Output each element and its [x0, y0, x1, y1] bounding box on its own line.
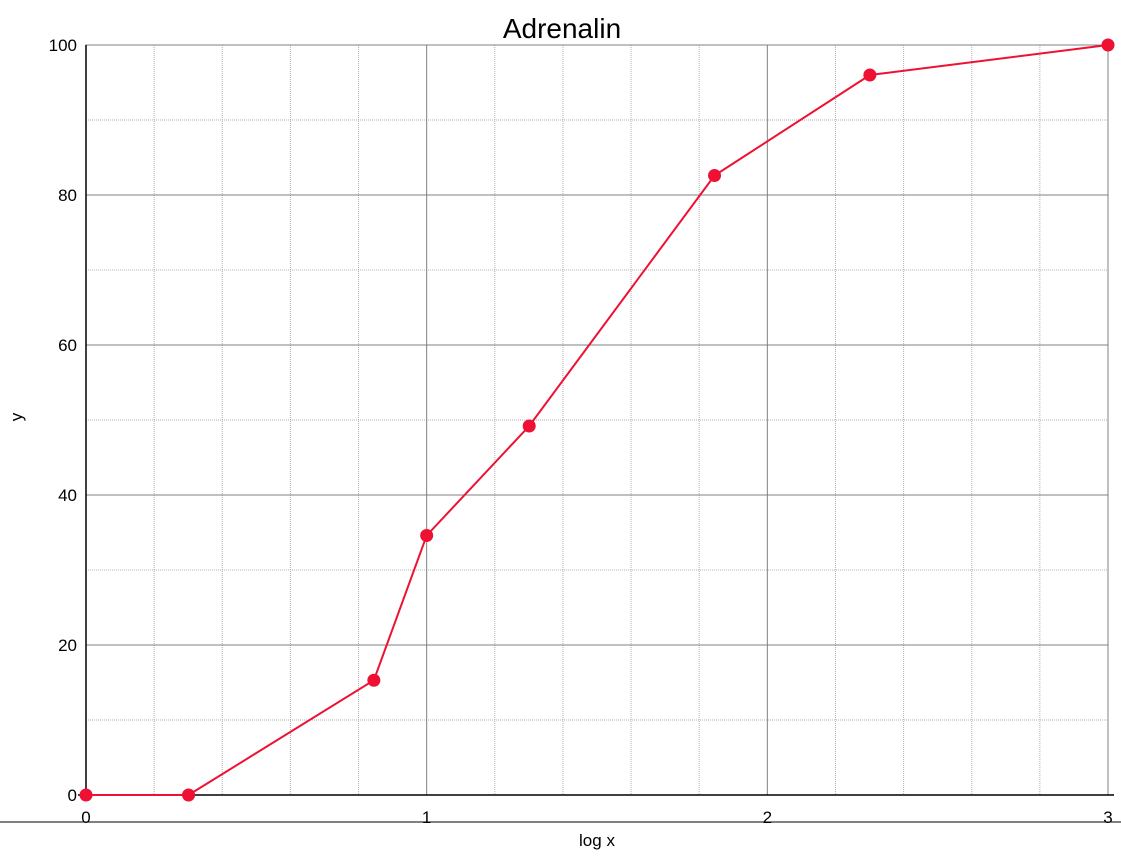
y-tick-label: 60	[58, 336, 77, 355]
data-point	[79, 788, 93, 802]
chart-title: Adrenalin	[503, 13, 621, 44]
plot-frame	[0, 44, 1121, 823]
x-tick-label: 3	[1103, 808, 1112, 827]
y-tick-label: 40	[58, 486, 77, 505]
data-point	[708, 169, 722, 182]
x-axis-label: log x	[579, 831, 615, 850]
series	[79, 38, 1115, 802]
y-axis-label: y	[7, 412, 26, 421]
x-tick-label: 0	[81, 808, 90, 827]
data-point	[522, 419, 536, 433]
y-tick-label: 80	[58, 186, 77, 205]
series-line	[86, 44, 1109, 796]
y-tick-label: 0	[68, 786, 77, 805]
data-point	[182, 788, 196, 802]
data-point	[367, 673, 381, 687]
data-point	[863, 68, 877, 82]
y-tick-label: 20	[58, 636, 77, 655]
grid	[85, 44, 1109, 796]
x-tick-label: 1	[422, 808, 431, 827]
tick-labels: 0 1 2 3 0 20 40 60 80 100	[49, 36, 1113, 827]
data-point	[420, 529, 434, 542]
x-tick-label: 2	[763, 808, 772, 827]
data-point	[1101, 38, 1115, 52]
y-tick-label: 100	[49, 36, 77, 55]
